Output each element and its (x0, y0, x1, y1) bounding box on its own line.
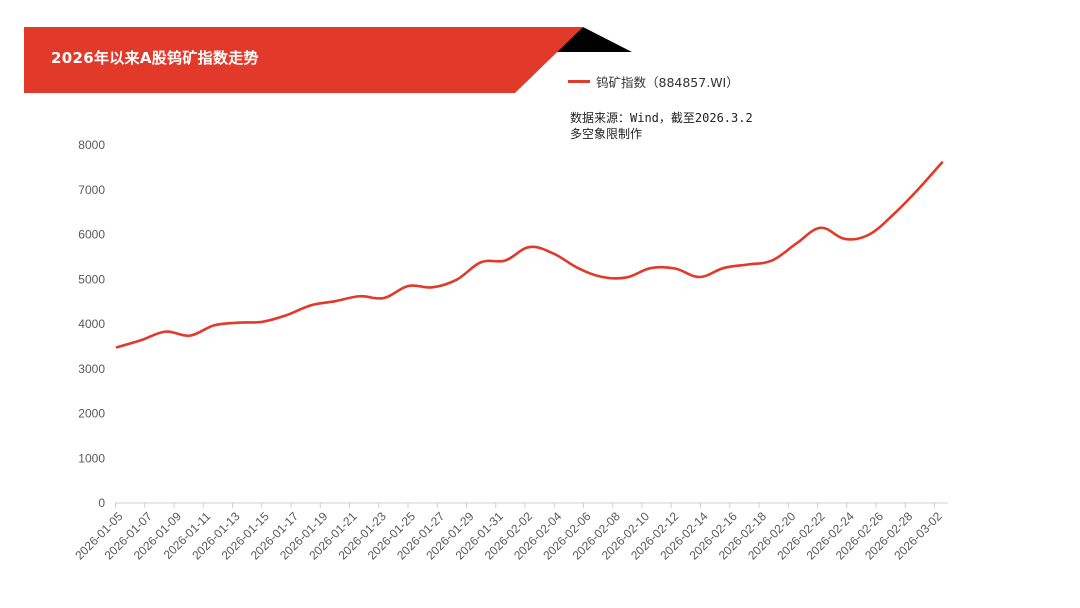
banner-accent-triangle (556, 27, 632, 52)
author-note: 多空象限制作 (570, 127, 643, 141)
legend-line-swatch (568, 80, 590, 83)
y-tick-label: 7000 (78, 183, 105, 197)
y-tick-label: 3000 (78, 362, 105, 376)
y-axis: 0 1000 2000 3000 4000 5000 6000 7000 8000 (78, 138, 105, 510)
chart-title: 2026年以来A股钨矿指数走势 (51, 49, 259, 67)
tungsten-index-line (115, 161, 944, 349)
y-tick-label: 6000 (78, 228, 105, 242)
title-banner (24, 27, 632, 93)
y-tick-label: 2000 (78, 407, 105, 421)
source-note: 数据来源：Wind，截至2026.3.2 (570, 111, 753, 125)
x-axis: 2026-01-052026-01-072026-01-092026-01-11… (72, 502, 948, 563)
legend-label: 钨矿指数（884857.WI） (596, 75, 739, 90)
y-tick-label: 0 (98, 496, 105, 510)
y-tick-label: 8000 (78, 138, 105, 152)
y-tick-label: 5000 (78, 272, 105, 286)
legend: 钨矿指数（884857.WI） (568, 72, 739, 91)
banner-red-shape (24, 27, 583, 93)
y-tick-label: 4000 (78, 317, 105, 331)
y-tick-label: 1000 (78, 451, 105, 465)
